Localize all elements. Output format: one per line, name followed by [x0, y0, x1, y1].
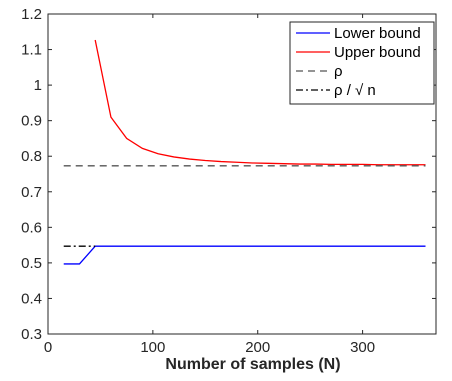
- x-tick-label: 0: [44, 339, 52, 356]
- ticks: 0 100 200 300 0.3 0.4 0.5 0.6 0.7 0.8 0.9 1 1.1 1.2: [21, 6, 436, 356]
- x-axis-label: Number of samples (N): [165, 356, 340, 373]
- y-tick-label: 0.5: [21, 255, 42, 272]
- y-tick-label: 1.2: [21, 6, 42, 23]
- legend-label: ρ: [334, 63, 343, 80]
- y-tick-label: 1.1: [21, 42, 42, 59]
- y-tick-label: 0.9: [21, 113, 42, 130]
- y-tick-label: 0.6: [21, 219, 42, 236]
- series-line-1: [94, 39, 426, 166]
- legend-label: Upper bound: [334, 44, 421, 61]
- y-tick-label: 0.4: [21, 290, 42, 307]
- y-tick-label: 0.8: [21, 148, 42, 165]
- plot-box: [47, 13, 437, 335]
- series-layer: [63, 39, 426, 265]
- legend-label: ρ / √ n: [334, 82, 376, 99]
- legend: Lower bound Upper bound ρ ρ / √ n: [289, 21, 435, 105]
- series-line-0: [63, 245, 426, 265]
- x-tick-label: 100: [140, 339, 165, 356]
- y-tick-label: 0.7: [21, 184, 42, 201]
- y-tick-label: 1: [34, 77, 42, 94]
- legend-label: Lower bound: [334, 25, 421, 42]
- plot-frame: [47, 13, 437, 335]
- x-tick-label: 200: [245, 339, 270, 356]
- y-tick-label: 0.3: [21, 326, 42, 343]
- x-tick-label: 300: [350, 339, 375, 356]
